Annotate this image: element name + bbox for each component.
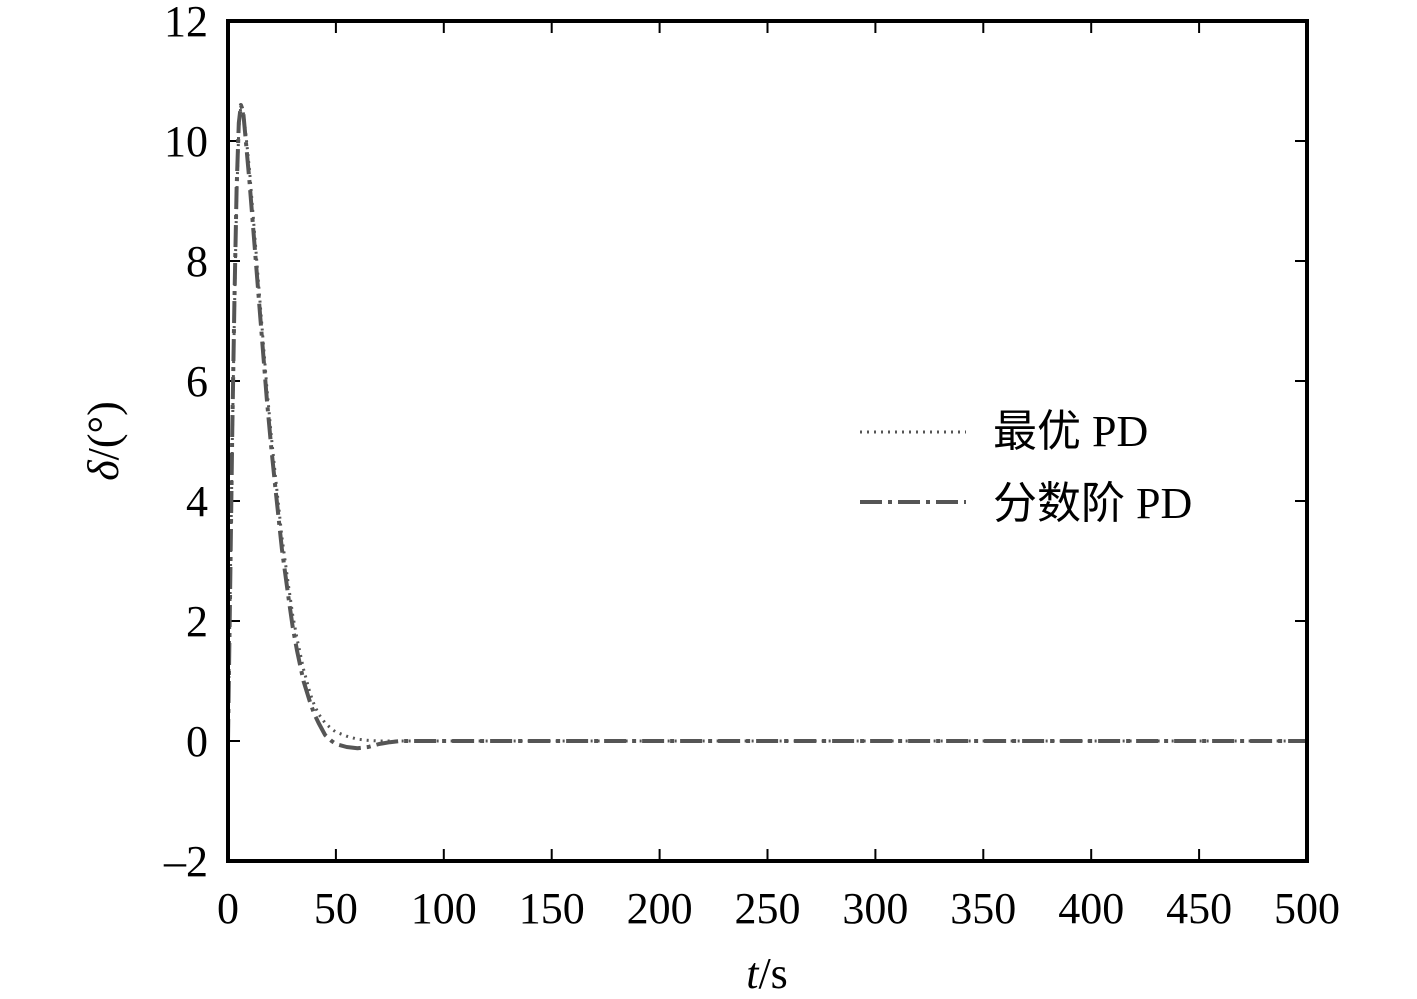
x-tick-label: 450 — [1166, 884, 1232, 933]
y-tick-label: 8 — [186, 237, 208, 286]
x-tick-label: 200 — [627, 884, 693, 933]
legend-label-fractional-pd: 分数阶 PD — [993, 479, 1192, 528]
y-axis-label: δ/(°) — [79, 401, 128, 481]
x-tick-label: 500 — [1274, 884, 1340, 933]
y-tick-label: –2 — [163, 837, 208, 886]
y-tick-label: 4 — [186, 477, 208, 526]
plot-frame — [226, 19, 1309, 863]
x-tick-label: 100 — [411, 884, 477, 933]
ticks-layer: 0 50 100 150 200 250 300 350 400 450 500–202468101… — [163, 0, 1340, 933]
x-tick-label: 350 — [950, 884, 1016, 933]
x-tick-label: 50 — [314, 884, 358, 933]
series-layer — [226, 103, 1307, 751]
x-tick-label: 400 — [1058, 884, 1124, 933]
y-tick-label: 10 — [164, 117, 208, 166]
legend-label-optimal-pd: 最优 PD — [993, 407, 1148, 456]
y-tick-label: 12 — [164, 0, 208, 46]
legend: 最优 PD 分数阶 PD — [860, 407, 1192, 528]
x-tick-label: 0 — [217, 884, 239, 933]
y-tick-label: 6 — [186, 357, 208, 406]
x-axis-label: t/s — [746, 949, 788, 998]
x-tick-label: 250 — [735, 884, 801, 933]
y-tick-label: 0 — [186, 717, 208, 766]
x-tick-label: 150 — [519, 884, 585, 933]
x-tick-label: 300 — [842, 884, 908, 933]
y-tick-label: 2 — [186, 597, 208, 646]
